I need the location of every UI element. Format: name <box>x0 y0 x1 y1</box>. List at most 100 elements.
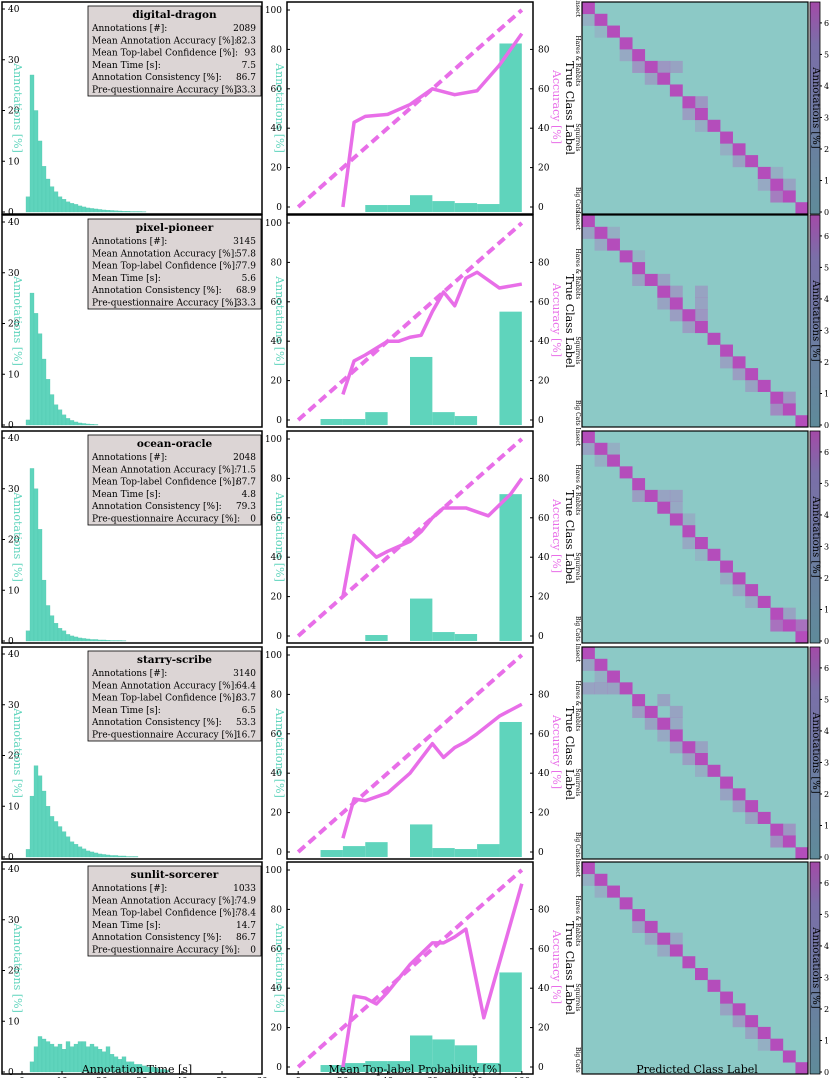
colorbar-tick-label: 3 <box>824 973 829 982</box>
matrix-diagonal-cell <box>607 454 620 467</box>
matrix-offdiag-cell <box>669 489 683 502</box>
stats-box-bg <box>87 5 262 97</box>
time-bar <box>57 826 63 858</box>
time-bar <box>49 186 55 213</box>
matrix-diagonal-cell <box>757 379 771 392</box>
colorbar-tick-label: 4 <box>824 295 829 304</box>
matrix-diagonal-cell <box>707 548 721 561</box>
matrix-offdiag-cell <box>770 190 784 203</box>
matrix-offdiag-cell <box>795 619 809 632</box>
y-tick-label-accuracy: 0 <box>538 203 544 213</box>
matrix-frame <box>581 646 809 860</box>
colorbar-tick-label: 3 <box>824 758 829 767</box>
colorbar-tick-label: 5 <box>824 263 829 272</box>
time-bar <box>73 844 79 858</box>
matrix-diagonal-cell <box>732 788 746 801</box>
stat-value: 87.7 <box>236 478 256 488</box>
time-bar <box>29 1061 35 1073</box>
time-bar <box>41 166 47 213</box>
matrix-diagonal-cell <box>695 108 708 121</box>
matrix-offdiag-cell <box>745 595 759 608</box>
colorbar-tick-label: 1 <box>824 1036 829 1045</box>
class-tick-label: Hares & Rabbits <box>574 35 581 86</box>
stat-label: Mean Annotation Accuracy [%]: <box>92 249 237 259</box>
y-tick-label-annotations: 40 <box>271 769 283 779</box>
annotator-name: digital-dragon <box>132 9 217 21</box>
stat-label: Annotation Consistency [%]: <box>91 933 222 943</box>
matrix-offdiag-cell <box>594 885 608 898</box>
stats-box-bg <box>87 865 262 957</box>
colorbar-tick-label: 1 <box>824 176 829 185</box>
confidence-bar <box>410 195 433 212</box>
time-bar <box>41 579 47 642</box>
annotator-name: pixel-pioneer <box>136 222 214 234</box>
time-bar <box>125 856 131 858</box>
colorbar-tick-label: 1 <box>824 821 829 830</box>
matrix-offdiag-cell <box>732 800 746 813</box>
y-tick-label-accuracy: 40 <box>538 553 550 563</box>
matrix-diagonal-cell <box>594 442 608 455</box>
class-tick-label: Big Cats <box>574 832 581 858</box>
matrix-offdiag-cell <box>657 694 671 707</box>
class-tick-label: Hares & Rabbits <box>574 464 581 515</box>
time-bar <box>37 333 43 426</box>
colorbar-label: Annotations [%] <box>810 279 821 361</box>
y-tick-label-accuracy: 40 <box>538 124 550 134</box>
time-histogram: 0 10 20 30 40 Annotations [%] pixel-pioneer Ann… <box>1 214 263 431</box>
time-bar <box>113 210 119 213</box>
confidence-bar <box>477 204 500 212</box>
matrix-offdiag-cell <box>695 741 708 754</box>
colorbar-tick-label: 6 <box>824 879 829 888</box>
matrix-offdiag-cell <box>732 584 746 597</box>
matrix-offdiag-cell <box>632 250 646 263</box>
time-bar <box>69 1046 75 1073</box>
time-bar <box>37 529 43 642</box>
y-tick-label-annotations: 0 <box>276 632 282 642</box>
stat-value: 0 <box>250 515 256 525</box>
matrix-diagonal-cell <box>582 431 595 444</box>
time-bar <box>61 630 67 642</box>
y-tick-label-accuracy: 40 <box>538 337 550 347</box>
matrix-offdiag-cell <box>644 717 658 730</box>
y-axis-label-accuracy: Accuracy [%] <box>550 714 563 789</box>
matrix-diagonal-cell <box>669 84 683 97</box>
class-tick-label: Insect <box>574 428 581 447</box>
y-tick-label-accuracy: 0 <box>538 848 544 858</box>
matrix-diagonal-cell <box>619 897 633 910</box>
y-tick-label-annotations: 80 <box>271 45 283 55</box>
stat-label: Mean Top-label Confidence [%]: <box>92 694 238 704</box>
y-tick-label: 20 <box>8 536 20 546</box>
stat-value: 7.5 <box>242 61 257 71</box>
time-bar <box>33 313 39 426</box>
time-bar <box>129 856 135 858</box>
confidence-bar <box>410 598 433 641</box>
confidence-bar <box>432 201 455 212</box>
time-bar <box>105 640 111 642</box>
time-bar <box>81 848 87 858</box>
time-bar <box>97 853 103 858</box>
stat-label: Mean Annotation Accuracy [%]: <box>92 681 237 691</box>
colorbar-label: Annotations [%] <box>810 711 821 793</box>
confusion-matrix: Insect Hares & Rabbits Squirrels Big Cats Tr… <box>563 644 809 860</box>
stat-value: 68.9 <box>236 286 256 296</box>
stat-value: 3145 <box>233 237 256 247</box>
matrix-offdiag-cell <box>695 96 708 109</box>
stat-value: 57.8 <box>236 249 256 259</box>
time-bar <box>25 630 31 642</box>
time-bar <box>69 841 75 858</box>
matrix-diagonal-cell <box>644 273 658 286</box>
y-tick-label: 30 <box>8 269 20 279</box>
colorbar-tick-label: 2 <box>824 1005 829 1014</box>
time-bar <box>33 110 39 213</box>
calibration-panel: 0 0 20 20 40 40 60 60 80 80 100 Annotations [%] Accu… <box>265 1 563 215</box>
matrix-diagonal-cell <box>607 670 620 683</box>
time-bar <box>93 208 99 213</box>
matrix-offdiag-cell <box>695 297 708 310</box>
matrix-offdiag-cell <box>782 607 796 620</box>
y-tick-label: 10 <box>8 370 20 380</box>
y-tick-label: 40 <box>8 865 20 875</box>
matrix-offdiag-cell <box>582 658 595 671</box>
colorbar-tick-label: 3 <box>824 542 829 551</box>
y-tick-label-accuracy: 20 <box>538 809 550 819</box>
